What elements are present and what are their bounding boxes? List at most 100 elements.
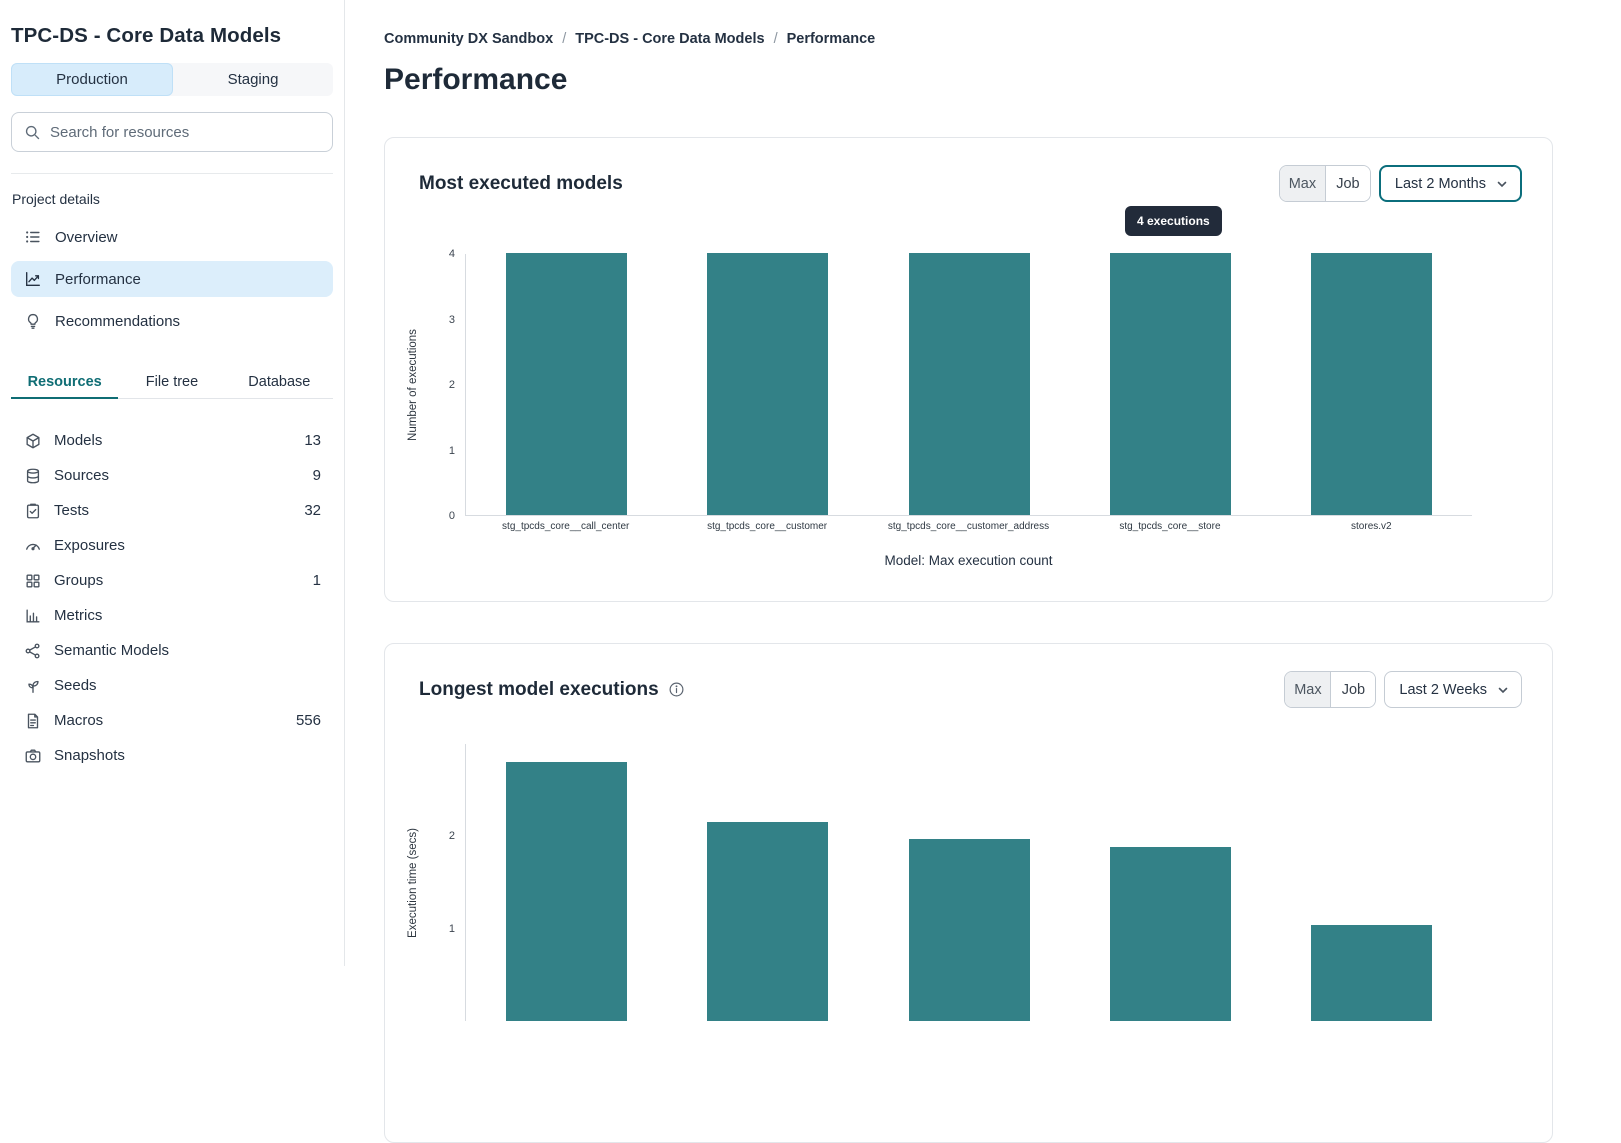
most-executed-models-card: Most executed models Max Job Last 2 Mont… [384,137,1553,602]
sidebar-item-semantic-models[interactable]: Semantic Models [11,633,333,668]
bar[interactable] [1310,253,1432,515]
sidebar-item-groups[interactable]: Groups 1 [11,563,333,598]
sidebar-item-performance[interactable]: Performance [11,261,333,297]
card-title: Most executed models [419,172,623,194]
bar[interactable] [707,822,829,1021]
sidebar-item-metrics[interactable]: Metrics [11,598,333,633]
bars [466,253,1472,515]
breadcrumb-separator: / [773,31,778,47]
resource-count: 9 [312,467,321,484]
tab-resources[interactable]: Resources [11,366,119,399]
y-ticks: 0 1 2 3 4 [435,248,461,522]
search-input[interactable] [50,123,320,141]
chart-tooltip: 4 executions [1125,206,1222,236]
cube-icon [24,432,42,450]
gauge-icon [24,537,42,555]
resource-tabs: Resources File tree Database [11,366,333,399]
environment-toggle: Production Staging [11,63,333,96]
resource-count: 32 [304,502,321,519]
x-labels: stg_tpcds_core__call_center stg_tpcds_cor… [465,521,1472,532]
bars [466,744,1472,1021]
sidebar-item-tests[interactable]: Tests 32 [11,493,333,528]
job-button[interactable]: Job [1324,166,1370,201]
resource-label: Sources [54,467,110,484]
tab-database[interactable]: Database [248,374,311,390]
sidebar-item-snapshots[interactable]: Snapshots [11,738,333,773]
resource-count: 556 [295,712,321,729]
max-job-toggle: Max Job [1284,671,1377,708]
bar[interactable] [506,762,628,1021]
chevron-down-icon [1497,684,1509,696]
breadcrumb-account[interactable]: Community DX Sandbox [384,31,554,47]
search-icon [24,124,41,141]
max-job-toggle: Max Job [1278,165,1371,202]
y-axis-label: Number of executions [407,329,419,441]
bar[interactable] [707,253,829,515]
sidebar-item-sources[interactable]: Sources 9 [11,458,333,493]
list-icon [24,228,42,246]
bar[interactable] [1109,253,1231,515]
bar[interactable] [506,253,628,515]
x-tick-label: stg_tpcds_core__customer_address [887,521,1050,532]
sidebar-item-overview[interactable]: Overview [11,219,333,255]
nav-label: Overview [55,228,118,246]
resource-label: Snapshots [54,747,125,764]
max-button[interactable]: Max [1279,166,1325,201]
sidebar-item-macros[interactable]: Macros 556 [11,703,333,738]
resource-list: Models 13 Sources 9 Tests [11,423,333,773]
sidebar-item-models[interactable]: Models 13 [11,423,333,458]
resource-label: Groups [54,572,104,589]
breadcrumb: Community DX Sandbox / TPC-DS - Core Dat… [384,31,1621,47]
y-tick-label: 1 [448,922,455,935]
x-tick-label: stores.v2 [1351,521,1392,532]
info-icon[interactable] [668,681,685,698]
sidebar: TPC-DS - Core Data Models Production Sta… [0,0,345,966]
period-dropdown[interactable]: Last 2 Weeks [1384,671,1522,708]
card-title: Longest model executions [419,678,659,700]
resource-count: 13 [304,432,321,449]
seedling-icon [24,677,42,695]
x-axis-caption: Model: Max execution count [884,553,1053,568]
y-tick-label: 2 [448,379,455,391]
project-details-label: Project details [12,191,100,207]
y-tick-label: 3 [448,313,455,326]
max-button[interactable]: Max [1285,672,1331,707]
nav-label: Performance [55,270,141,288]
plot-area [465,253,1472,516]
nav-label: Recommendations [55,312,181,330]
period-dropdown[interactable]: Last 2 Months [1378,165,1522,202]
lightbulb-icon [24,312,42,330]
y-tick-label: 0 [448,510,455,522]
env-tab-production[interactable]: Production [11,63,173,96]
sidebar-item-recommendations[interactable]: Recommendations [11,303,333,339]
grid-icon [24,572,42,590]
bar[interactable] [1109,847,1231,1021]
bar-chart-icon [24,607,42,625]
file-text-icon [24,712,42,730]
resource-count: 1 [312,572,321,589]
database-icon [24,467,42,485]
bar[interactable] [908,253,1030,515]
plot-area [465,744,1472,1021]
resource-label: Metrics [54,607,103,624]
sidebar-item-exposures[interactable]: Exposures [11,528,333,563]
resource-label: Seeds [54,677,97,694]
sidebar-item-seeds[interactable]: Seeds [11,668,333,703]
x-tick-label: stg_tpcds_core__customer [707,521,828,532]
bar[interactable] [908,839,1030,1021]
resource-label: Semantic Models [54,642,170,659]
project-title: TPC-DS - Core Data Models [11,24,282,47]
sidebar-divider [11,173,333,174]
resource-search[interactable] [11,112,333,152]
page-title: Performance [384,63,568,96]
y-axis-label: Execution time (secs) [407,827,419,938]
job-button[interactable]: Job [1330,672,1376,707]
tab-file-tree[interactable]: File tree [145,374,199,390]
breadcrumb-project[interactable]: TPC-DS - Core Data Models [575,31,765,47]
y-tick-label: 1 [448,444,455,457]
bar[interactable] [1310,925,1432,1021]
period-value: Last 2 Weeks [1399,681,1487,698]
env-tab-staging[interactable]: Staging [227,71,279,88]
period-value: Last 2 Months [1394,175,1486,192]
